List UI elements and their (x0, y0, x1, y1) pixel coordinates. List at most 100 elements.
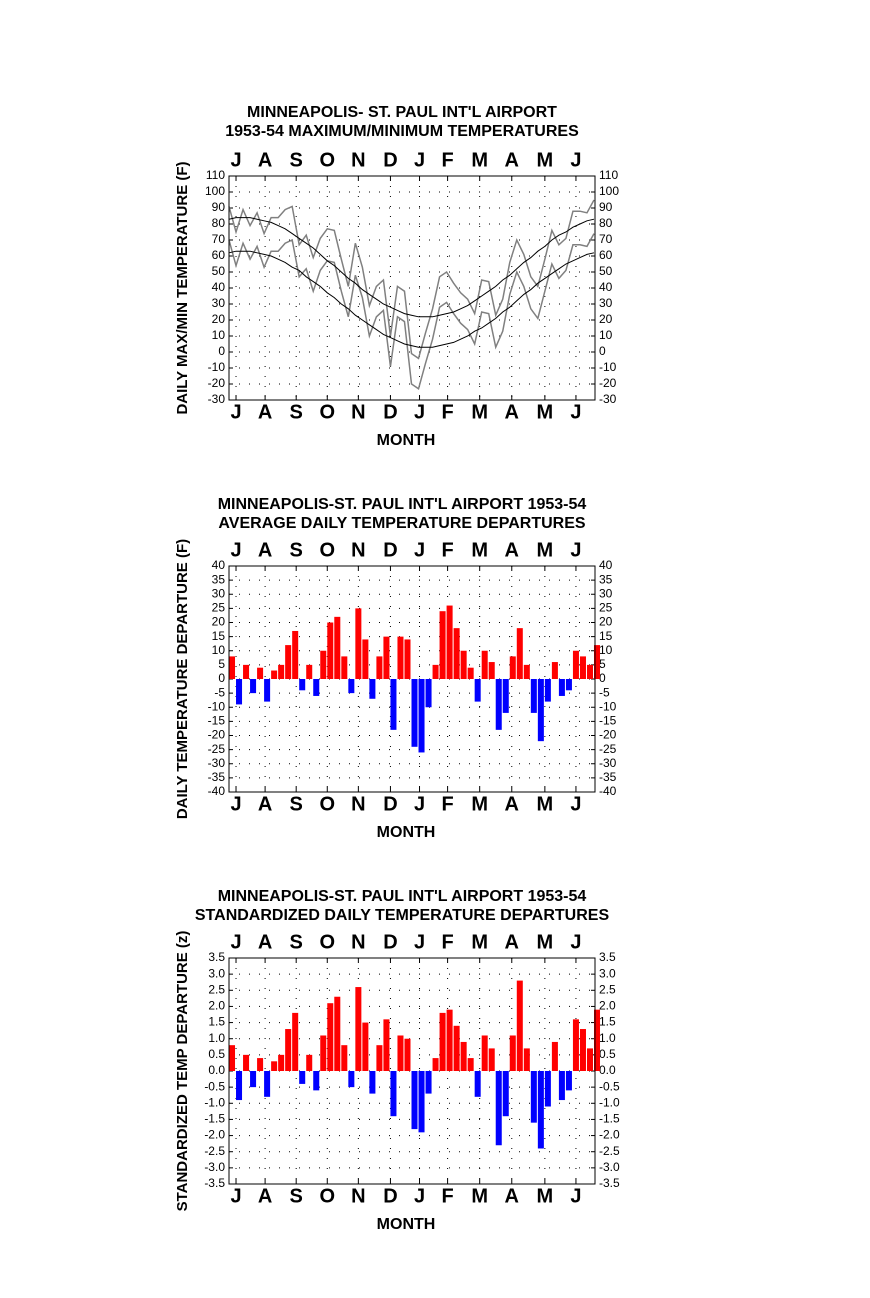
bar (390, 1071, 397, 1117)
x-tick-label: O (319, 1185, 335, 1207)
bar (236, 1071, 243, 1101)
bar (341, 656, 348, 679)
x-tick-label: J (570, 149, 581, 171)
x-tick-label: A (258, 539, 272, 561)
bar (446, 605, 453, 679)
x-tick-label: M (537, 793, 554, 815)
y2-tick-label: 0 (599, 671, 606, 685)
plot-frame (228, 175, 596, 401)
bar (516, 980, 523, 1071)
bar (460, 650, 467, 679)
y2-tick-label: -5 (599, 685, 610, 699)
y2-tick-label: 50 (599, 264, 613, 278)
y2-tick-label: 80 (599, 216, 613, 230)
x-tick-label: M (471, 1185, 488, 1207)
x-tick-label: J (414, 931, 425, 953)
y2-tick-label: 30 (599, 586, 613, 600)
bar (488, 662, 495, 679)
bar (369, 1071, 376, 1094)
bar (432, 1058, 439, 1071)
x-tick-label: J (414, 1185, 425, 1207)
y2-tick-label: 0.5 (599, 1047, 616, 1061)
x-tick-label: N (351, 539, 365, 561)
x-tick-label: S (290, 149, 303, 171)
x-tick-label: M (537, 401, 554, 423)
x-tick-label: J (570, 793, 581, 815)
y-tick-label: 25 (212, 601, 226, 615)
y2-tick-label: 100 (599, 184, 619, 198)
bar (285, 1029, 292, 1071)
bar (474, 679, 481, 702)
bar (285, 645, 292, 679)
y-tick-label: 90 (212, 200, 226, 214)
x-tick-label: M (471, 401, 488, 423)
x-tick-label: O (319, 149, 335, 171)
y-tick-label: -15 (208, 714, 226, 728)
chart-subtitle: AVERAGE DAILY TEMPERATURE DEPARTURES (218, 515, 585, 532)
y-tick-label: -5 (214, 685, 225, 699)
y-axis-label: DAILY TEMPERATURE DEPARTURE (F) (174, 539, 191, 819)
bar (558, 1071, 565, 1101)
bar (306, 664, 313, 679)
y-tick-label: 10 (212, 643, 226, 657)
bar (593, 1009, 601, 1071)
x-tick-label: J (230, 793, 241, 815)
y2-tick-label: 30 (599, 296, 613, 310)
y2-tick-label: -20 (599, 728, 617, 742)
x-tick-label: D (383, 793, 397, 815)
bar (376, 1045, 383, 1071)
y2-tick-label: -3.0 (599, 1160, 620, 1174)
bar (229, 1045, 236, 1071)
bar (481, 1035, 488, 1071)
y-tick-label: -2.5 (204, 1144, 225, 1158)
x-tick-label: M (471, 149, 488, 171)
y-tick-label: 2.5 (208, 982, 225, 996)
y2-tick-label: 60 (599, 248, 613, 262)
bar (250, 1071, 257, 1088)
bar (243, 1054, 250, 1071)
bar (425, 1071, 432, 1094)
x-tick-label: J (230, 539, 241, 561)
x-tick-label: A (505, 149, 519, 171)
bar (327, 1003, 334, 1071)
y2-tick-label: -20 (599, 376, 617, 390)
x-tick-label: F (441, 401, 453, 423)
y-tick-label: -20 (208, 376, 226, 390)
bar (250, 679, 257, 694)
x-tick-label: J (414, 793, 425, 815)
bar (355, 608, 362, 679)
y2-tick-label: 0.0 (599, 1063, 616, 1077)
y2-tick-label: -30 (599, 392, 617, 406)
bar (439, 611, 446, 679)
x-tick-label: O (319, 793, 335, 815)
bar (271, 1061, 278, 1071)
bar (299, 1071, 306, 1084)
y2-tick-label: 1.0 (599, 1031, 616, 1045)
bar (292, 1012, 299, 1071)
bar (495, 679, 502, 730)
x-tick-label: M (537, 931, 554, 953)
bar (404, 639, 411, 679)
bar (264, 1071, 271, 1097)
y2-tick-label: 3.0 (599, 966, 616, 980)
plot-frame (228, 957, 596, 1185)
y-tick-label: -25 (208, 742, 226, 756)
y-tick-label: -1.5 (204, 1112, 225, 1126)
bar (278, 664, 285, 679)
bar (439, 1012, 446, 1071)
y-tick-label: 0 (218, 344, 225, 358)
y2-tick-label: 2.5 (599, 982, 616, 996)
bar (523, 664, 530, 679)
bar (278, 1054, 285, 1071)
x-tick-label: J (414, 539, 425, 561)
bar (334, 996, 341, 1071)
bar (425, 679, 432, 708)
bar (446, 1009, 453, 1071)
y2-tick-label: 35 (599, 572, 613, 586)
bar (579, 656, 586, 679)
x-axis-label: MONTH (377, 432, 436, 449)
y-tick-label: 30 (212, 296, 226, 310)
y-tick-label: 40 (212, 280, 226, 294)
series-line (228, 250, 595, 348)
